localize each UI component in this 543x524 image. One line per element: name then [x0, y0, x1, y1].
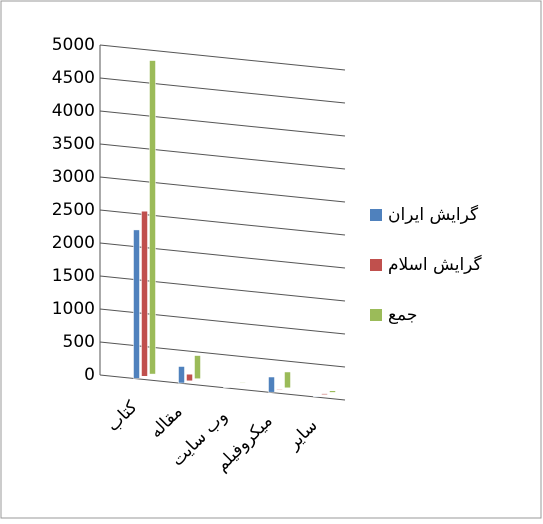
y-tick-label: 5000 — [52, 35, 95, 55]
bar — [330, 391, 336, 393]
legend-swatch — [370, 209, 382, 221]
legend-label: گرایش ایران — [388, 204, 479, 225]
bar — [150, 61, 156, 375]
bar — [187, 374, 193, 381]
bar — [195, 356, 201, 379]
legend-swatch — [370, 259, 382, 271]
legend-label: گرایش اسلام — [388, 254, 483, 275]
bar — [134, 230, 140, 379]
bar — [142, 211, 148, 376]
bar — [269, 377, 275, 392]
y-tick-label: 3000 — [52, 167, 95, 187]
bar — [314, 396, 320, 397]
y-tick-label: 500 — [63, 332, 95, 352]
bar — [285, 372, 291, 388]
y-tick-label: 4000 — [52, 101, 95, 121]
bar — [240, 383, 246, 384]
y-tick-label: 3500 — [52, 134, 95, 154]
y-tick-label: 0 — [84, 365, 95, 385]
legend-swatch — [370, 309, 382, 321]
bar — [179, 367, 185, 384]
bar — [277, 389, 283, 390]
y-tick-label: 2500 — [52, 200, 95, 220]
bar — [322, 394, 328, 395]
y-tick-label: 2000 — [52, 233, 95, 253]
y-tick-label: 1500 — [52, 266, 95, 286]
legend-label: جمع — [388, 305, 417, 325]
y-tick-label: 1000 — [52, 299, 95, 319]
y-tick-label: 4500 — [52, 68, 95, 88]
